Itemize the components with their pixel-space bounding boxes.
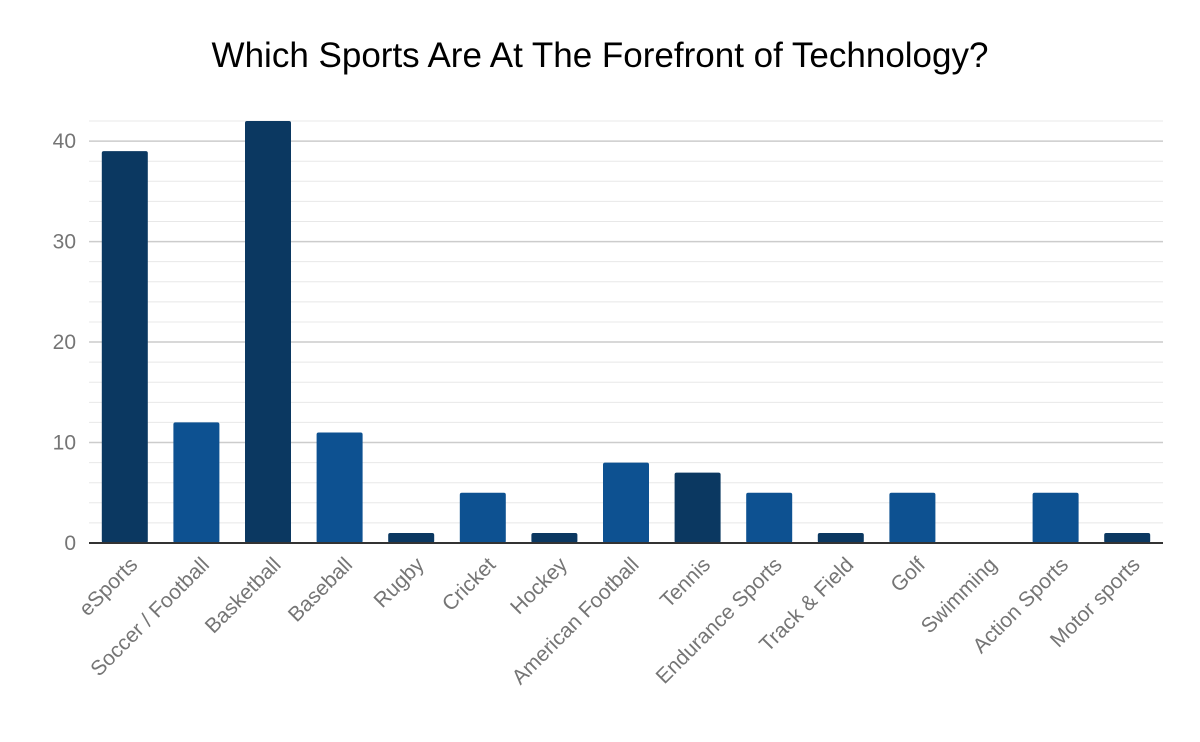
bar	[1104, 532, 1151, 543]
x-tick-label: Soccer / Football	[86, 553, 214, 681]
x-tick-label: Hockey	[506, 553, 572, 619]
x-tick-label: eSports	[75, 553, 142, 620]
bar	[531, 532, 578, 543]
x-tick-label: Basketball	[201, 553, 286, 638]
x-tick-label: Tennis	[656, 553, 715, 612]
chart-title: Which Sports Are At The Forefront of Tec…	[211, 36, 989, 75]
bar	[459, 492, 506, 543]
bar	[388, 532, 435, 543]
bar	[245, 121, 291, 543]
x-tick-label: Cricket	[438, 553, 501, 616]
y-tick-label: 10	[53, 432, 76, 455]
bar	[889, 492, 936, 543]
bars	[101, 121, 1151, 543]
bar	[746, 492, 793, 543]
bar	[173, 422, 220, 543]
bar	[674, 472, 721, 543]
x-tick-label: Endurance Sports	[652, 553, 787, 688]
bar	[817, 532, 864, 543]
y-tick-label: 40	[53, 130, 76, 153]
x-tick-label: Baseball	[284, 553, 357, 626]
bar	[316, 432, 363, 543]
bar	[1032, 492, 1079, 543]
x-tick-label: American Football	[508, 553, 644, 689]
bar	[603, 462, 649, 543]
bar	[101, 151, 148, 543]
y-tick-label: 20	[53, 331, 76, 354]
y-tick-label: 0	[64, 532, 76, 555]
y-axis-tick-labels: 0 10 20 30 40	[53, 130, 76, 555]
x-tick-label: Golf	[886, 553, 930, 597]
x-tick-label: Rugby	[370, 553, 430, 613]
y-tick-label: 30	[53, 231, 76, 254]
